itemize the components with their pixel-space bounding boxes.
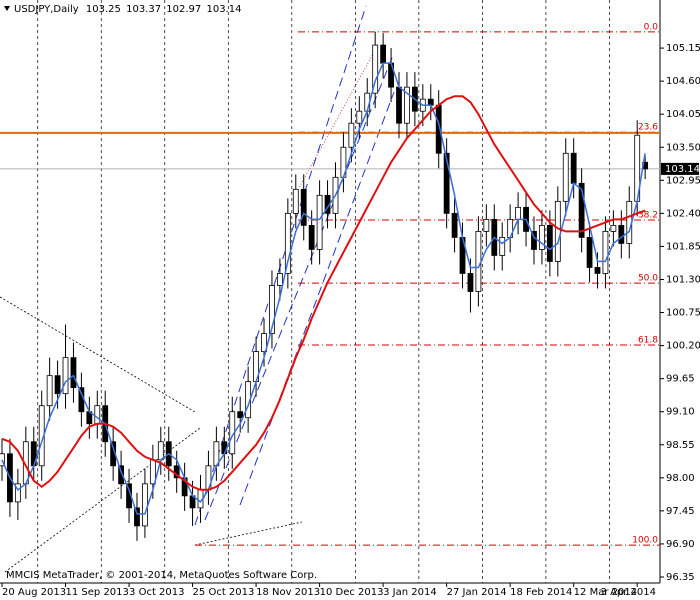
candle-body [467,273,474,292]
candle-body [483,218,490,232]
y-tick-label: 101.30 [666,274,700,285]
candle-body [618,224,625,244]
y-tick-label: 104.60 [666,76,700,87]
candle-body [380,44,387,64]
candle-body [578,182,585,238]
candle-body [14,483,21,503]
moving-average [1,95,646,491]
candle-body [562,152,569,202]
y-tick-label: 97.45 [666,506,695,517]
triangle-line [0,296,196,413]
candle-body [404,86,410,124]
x-tick-label: 25 Oct 2013 [193,587,255,598]
candle-body [356,110,363,124]
chart-header: USDJPY,Daily 103.25 103.37 102.97 103.14 [14,4,241,15]
candle-body [308,224,315,250]
fib-label: 38.2 [638,210,658,220]
header-high: 103.37 [126,4,161,15]
y-tick-label: 99.65 [666,374,695,385]
candle-body [46,375,53,407]
candle-body [118,465,124,485]
candle-body [443,152,450,214]
candle-body [451,212,458,238]
fib-label: 50.0 [638,274,658,284]
candle-body [348,122,355,148]
candle-body [570,152,577,184]
candle-body [546,224,553,262]
y-tick-label: 102.40 [666,208,700,219]
x-tick-label: 18 Nov 2013 [256,587,320,598]
menu-arrow[interactable] [4,6,10,11]
x-tick-label: 3 Jan 2014 [383,587,437,598]
fib-label: 61.8 [638,335,658,345]
candle-body [149,459,156,485]
y-tick-label: 98.00 [666,473,695,484]
candle-body [134,507,140,527]
candle-body [610,224,617,232]
candle-body [94,405,101,425]
candle-body [594,267,601,274]
channel-line [194,5,367,526]
candle-body [554,200,561,262]
x-tick-label: 3 Apr 2014 [601,587,656,598]
fib-label: 23.6 [638,123,658,133]
candle-body [261,333,267,353]
x-tick-label: 27 Jan 2014 [447,587,507,598]
candle-body [499,237,506,256]
price-marker [661,162,699,175]
y-tick-label: 105.15 [666,43,700,54]
y-tick-label: 101.85 [666,241,700,252]
triangle-line [4,427,201,573]
copyright: MMCIS MetaTrader, © 2001-2014, MetaQuote… [6,570,317,581]
header-open: 103.25 [86,4,121,15]
candle-body [62,357,69,395]
candle-body [276,273,283,286]
price-marker-label: 103.14 [665,164,700,175]
moving-average [1,62,646,515]
candle-body [70,357,77,389]
trend-drawings [0,5,395,573]
x-tick-label: 11 Sep 2013 [66,587,129,598]
candle-body [372,44,379,94]
y-tick-label: 96.90 [666,539,695,550]
candle-body [602,230,609,274]
header-close: 103.14 [206,4,241,15]
x-tick-label: 3 Oct 2013 [129,587,184,598]
candle-body [300,188,307,226]
y-tick-label: 102.95 [666,175,700,186]
channel-line [239,91,395,506]
candle-body [157,441,164,461]
candle-body [292,188,299,214]
candle-body [396,86,402,124]
candle-body [539,224,545,250]
fib-label: 0.0 [644,22,659,32]
y-tick-label: 98.55 [666,440,695,451]
candle-body [269,285,275,334]
candle-body [142,483,148,527]
y-tick-label: 96.35 [666,572,695,583]
candle-body [284,212,291,274]
symbol: USDJPY,Daily [14,4,79,15]
candle-body [586,237,593,268]
y-tick-label: 103.50 [666,142,700,153]
x-tick-label: 20 Aug 2013 [2,587,66,598]
candle-body [427,98,434,106]
candle-body [54,375,61,395]
candle-body [237,411,244,419]
x-tick-label: 12 Mar 2014 [574,587,637,598]
header-low: 102.97 [166,4,201,15]
y-tick-label: 99.10 [666,407,695,418]
candle-body [515,206,521,220]
x-tick-label: 18 Feb 2014 [510,587,572,598]
y-tick-label: 100.75 [666,308,700,319]
candle-body [316,194,323,250]
y-tick-label: 104.05 [666,109,700,120]
fib-label: 100.0 [632,536,658,546]
candle-body [531,230,537,250]
x-tick-label: 10 Dec 2013 [320,587,384,598]
y-tick-label: 100.20 [666,341,700,352]
candle-body [475,230,482,292]
